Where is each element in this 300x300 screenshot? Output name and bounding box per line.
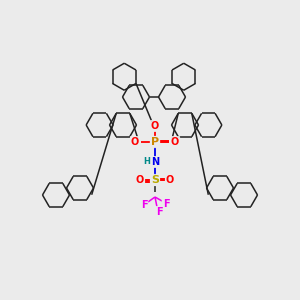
Text: F: F (156, 207, 162, 217)
Text: O: O (136, 175, 144, 185)
Text: N: N (151, 157, 159, 167)
Text: F: F (141, 200, 147, 210)
Text: O: O (151, 121, 159, 131)
Text: H: H (144, 158, 150, 166)
Text: O: O (166, 175, 174, 185)
Text: F: F (163, 199, 169, 209)
Text: O: O (171, 137, 179, 147)
Text: O: O (131, 137, 139, 147)
Text: S: S (151, 175, 159, 185)
Text: P: P (151, 137, 159, 147)
